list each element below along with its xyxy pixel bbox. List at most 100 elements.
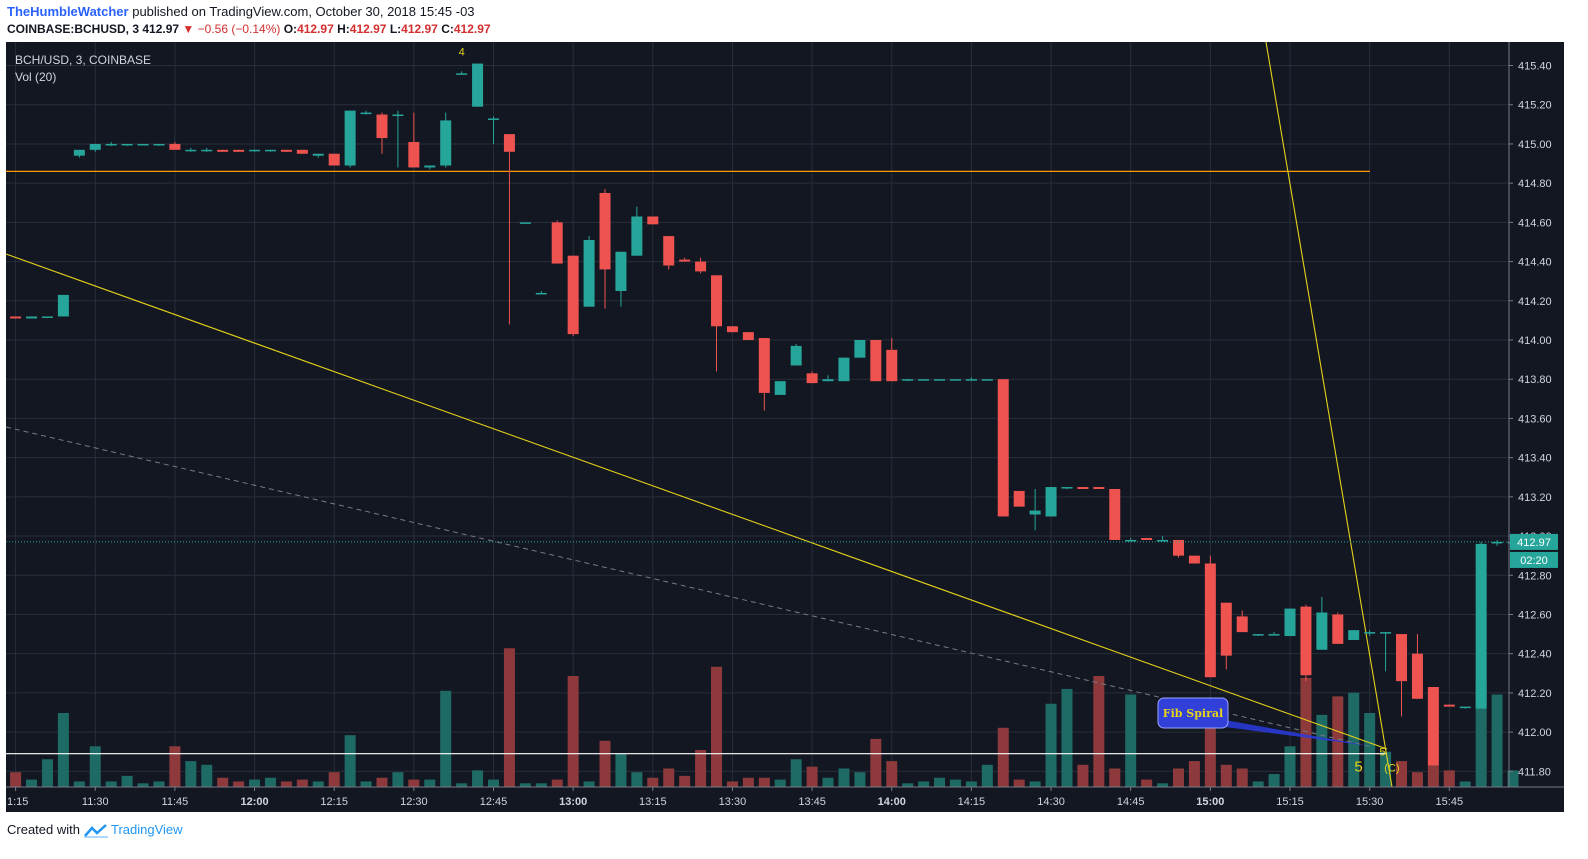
volume-label: Vol (20) xyxy=(15,70,56,84)
candle-body xyxy=(41,316,53,318)
y-tick-label: 411.80 xyxy=(1518,766,1551,778)
candle-body xyxy=(902,379,914,381)
volume-bar xyxy=(726,781,738,787)
candle-body xyxy=(599,192,611,270)
volume-bar xyxy=(503,648,515,787)
tradingview-link[interactable]: TradingView xyxy=(111,822,183,837)
volume-bar xyxy=(1396,761,1408,787)
candle-body xyxy=(201,149,213,152)
y-tick-label: 412.60 xyxy=(1518,609,1552,621)
volume-bar xyxy=(1125,694,1137,787)
last-price: 412.97 xyxy=(142,22,180,36)
volume-bar xyxy=(758,777,770,787)
x-tick-label: 13:45 xyxy=(798,796,826,808)
volume-bar xyxy=(886,761,898,787)
volume-bar xyxy=(1380,751,1392,787)
volume-bar xyxy=(1316,714,1328,787)
candle-body xyxy=(105,143,117,146)
candle-body xyxy=(886,349,898,382)
chart-background xyxy=(6,42,1564,812)
publisher-link[interactable]: TheHumbleWatcher xyxy=(7,4,129,19)
volume-bar xyxy=(663,768,675,787)
volume-bar xyxy=(1507,770,1519,787)
volume-bar xyxy=(249,779,261,787)
candle-body xyxy=(1268,634,1280,636)
candle-body xyxy=(26,316,38,319)
candle-body xyxy=(1157,539,1169,542)
candle-body xyxy=(1300,606,1312,676)
candle-body xyxy=(185,149,197,152)
symbol-name[interactable]: COINBASE:BCHUSD, 3 xyxy=(7,22,140,36)
candle-body xyxy=(1427,687,1439,766)
candle-body xyxy=(280,149,292,152)
candle-body xyxy=(10,316,22,319)
volume-bar xyxy=(551,779,563,787)
volume-bar xyxy=(169,746,181,787)
candle-body xyxy=(711,275,723,327)
candle-body xyxy=(1380,632,1392,634)
published-text: published on TradingView.com, October 30… xyxy=(132,4,475,19)
volume-bar xyxy=(790,759,802,787)
candle-body xyxy=(392,114,404,117)
candle-body xyxy=(1475,543,1487,709)
volume-bar xyxy=(997,727,1009,787)
candle-body xyxy=(1077,487,1089,489)
candle-body xyxy=(838,357,850,382)
low-value: 412.97 xyxy=(401,22,438,36)
candle-body xyxy=(1029,510,1041,515)
volume-bar xyxy=(1252,781,1264,787)
x-tick-label: 14:00 xyxy=(878,796,906,808)
x-tick-label: 14:45 xyxy=(1117,796,1145,808)
axes: 415.40 415.20 415.00 414.80 414.60 414.40 414.… xyxy=(6,42,1564,808)
footer: Created with TradingView xyxy=(7,822,183,838)
volume-bar xyxy=(1236,768,1248,787)
candle-body xyxy=(344,110,356,166)
volume-bar xyxy=(742,777,754,787)
candle-body xyxy=(647,216,659,225)
candle-body xyxy=(1125,539,1137,542)
volume-bar xyxy=(1188,761,1200,787)
candle-body xyxy=(631,216,643,256)
x-tick-label: 15:30 xyxy=(1356,796,1384,808)
candle-body xyxy=(503,134,515,152)
candle-body xyxy=(137,143,149,146)
volume-bar xyxy=(217,777,229,787)
volume-bar xyxy=(105,781,117,787)
candle-body xyxy=(472,63,484,107)
wave-label: 5 xyxy=(1354,758,1362,775)
grid xyxy=(6,42,1509,787)
candle-body xyxy=(249,149,261,152)
volume-bar xyxy=(1443,770,1455,787)
candle-body xyxy=(583,240,595,307)
candle-body xyxy=(1332,614,1344,644)
volume-bar xyxy=(472,770,484,787)
candle-body xyxy=(1013,490,1025,507)
candle-body xyxy=(89,143,101,150)
candle-body xyxy=(440,120,452,166)
candle-body xyxy=(376,114,388,139)
candle-body xyxy=(217,149,229,152)
y-tick-label: 412.20 xyxy=(1518,688,1552,700)
volume-bar xyxy=(185,761,197,787)
volume-bar xyxy=(1061,688,1073,787)
candle-body xyxy=(1220,602,1232,656)
countdown-badge xyxy=(1510,551,1558,568)
candle-body xyxy=(551,222,563,264)
y-tick-label: 412.40 xyxy=(1518,649,1552,661)
last-price-badge-text: 412.97 xyxy=(1517,537,1551,549)
volume-bar xyxy=(918,781,930,787)
volume-bar xyxy=(774,779,786,787)
volume-bar xyxy=(1077,764,1089,787)
candle-body xyxy=(456,73,468,75)
trendline-lower xyxy=(5,253,1388,750)
candle-body xyxy=(679,259,691,262)
volume-bar xyxy=(711,666,723,787)
price-chart[interactable]: Fib Spiral 4 5 5 (C) 415.40 415.20 415.00 414.8… xyxy=(0,42,1564,813)
volume-bar xyxy=(1268,774,1280,787)
drawing-lines xyxy=(5,42,1393,788)
volume-bar xyxy=(981,764,993,787)
volume-bar xyxy=(328,772,340,787)
volume-bar xyxy=(1364,713,1376,787)
volume-bar xyxy=(567,676,579,787)
y-tick-label: 413.80 xyxy=(1518,374,1552,386)
